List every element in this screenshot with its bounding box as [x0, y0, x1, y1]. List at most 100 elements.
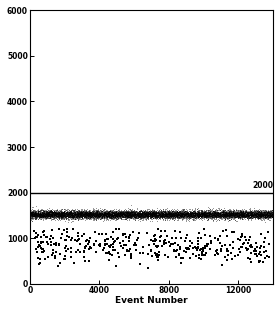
- Point: [30, 205, 34, 210]
- Point: [192, 211, 197, 216]
- Point: [258, 214, 262, 219]
- Point: [143, 215, 147, 220]
- Point: [124, 213, 128, 218]
- Point: [92, 216, 97, 221]
- Point: [171, 214, 176, 219]
- Point: [29, 212, 34, 217]
- Point: [158, 217, 162, 222]
- Point: [96, 213, 100, 218]
- Point: [138, 211, 143, 216]
- Point: [240, 214, 245, 219]
- Point: [178, 213, 183, 218]
- Point: [210, 215, 215, 220]
- Point: [194, 215, 198, 220]
- Point: [50, 213, 55, 218]
- Point: [199, 209, 203, 214]
- Point: [44, 212, 48, 217]
- Point: [97, 212, 101, 217]
- Point: [170, 212, 174, 217]
- Point: [99, 216, 103, 221]
- Point: [110, 209, 115, 214]
- Point: [242, 214, 246, 219]
- Point: [251, 214, 255, 219]
- Point: [108, 212, 113, 217]
- Point: [197, 209, 201, 214]
- Point: [32, 215, 37, 220]
- Point: [197, 256, 201, 261]
- Point: [129, 209, 134, 214]
- Point: [86, 214, 90, 219]
- Point: [261, 212, 266, 217]
- Point: [109, 211, 113, 216]
- Point: [124, 213, 128, 218]
- Point: [45, 214, 49, 219]
- Point: [119, 215, 123, 220]
- Point: [142, 209, 147, 214]
- Point: [65, 209, 69, 214]
- Point: [200, 209, 204, 214]
- Point: [188, 211, 192, 216]
- Point: [114, 211, 119, 216]
- Point: [79, 212, 83, 217]
- Point: [133, 211, 137, 216]
- Point: [124, 235, 129, 240]
- Point: [234, 212, 239, 217]
- Point: [160, 210, 164, 215]
- Point: [194, 214, 198, 219]
- Point: [182, 211, 187, 216]
- Point: [39, 214, 44, 219]
- Point: [192, 215, 196, 220]
- Point: [257, 213, 261, 218]
- Point: [246, 212, 250, 217]
- Point: [43, 212, 47, 217]
- Point: [167, 211, 171, 216]
- Point: [267, 255, 272, 260]
- Point: [77, 214, 81, 219]
- Point: [202, 211, 207, 216]
- Point: [187, 213, 191, 218]
- Point: [144, 212, 148, 217]
- Point: [76, 216, 80, 221]
- Point: [257, 213, 262, 218]
- Point: [157, 212, 161, 217]
- Point: [140, 211, 144, 216]
- Point: [216, 213, 221, 218]
- Point: [270, 207, 274, 212]
- Point: [202, 214, 207, 219]
- Point: [258, 209, 262, 214]
- Point: [108, 214, 112, 219]
- Point: [71, 210, 76, 215]
- Point: [244, 208, 248, 213]
- Point: [57, 210, 61, 215]
- Point: [43, 212, 47, 217]
- Point: [243, 211, 248, 216]
- Point: [106, 211, 111, 216]
- Point: [31, 212, 35, 217]
- Point: [90, 213, 94, 218]
- Point: [242, 212, 246, 217]
- Point: [150, 212, 154, 217]
- Point: [200, 210, 205, 215]
- Point: [177, 210, 181, 215]
- Point: [74, 212, 78, 217]
- Point: [237, 212, 241, 217]
- Point: [135, 215, 139, 220]
- Point: [128, 211, 132, 216]
- Point: [228, 212, 232, 217]
- Point: [101, 212, 106, 217]
- Point: [72, 212, 76, 217]
- Point: [255, 212, 260, 217]
- Point: [141, 211, 145, 216]
- Point: [162, 210, 167, 215]
- Point: [227, 207, 232, 212]
- Point: [221, 228, 225, 233]
- Point: [145, 211, 150, 216]
- Point: [90, 210, 94, 215]
- Point: [35, 212, 39, 217]
- Point: [201, 213, 206, 218]
- Point: [180, 211, 184, 216]
- Point: [160, 214, 164, 219]
- Point: [93, 213, 98, 218]
- Point: [130, 209, 134, 214]
- Point: [38, 214, 43, 219]
